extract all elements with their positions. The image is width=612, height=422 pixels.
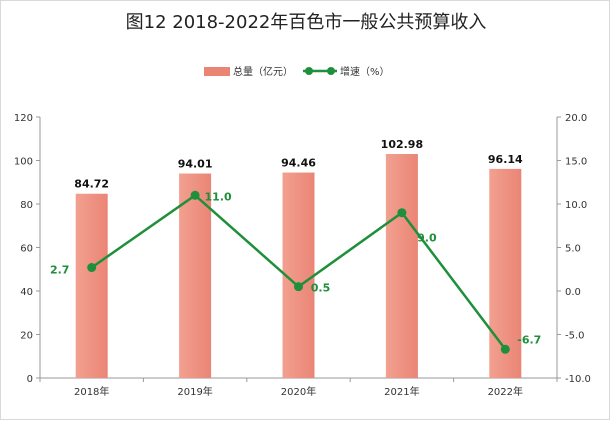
right-tick-label: 10.0 <box>565 200 587 211</box>
bar-value-label: 96.14 <box>488 153 523 166</box>
line-value-label: 2.7 <box>50 264 70 277</box>
x-category-label: 2021年 <box>384 385 419 398</box>
bar-value-label: 102.98 <box>381 138 423 151</box>
bar <box>385 154 418 378</box>
legend-line-marker <box>305 67 313 75</box>
line-point <box>190 190 200 200</box>
line-value-label: -6.7 <box>517 333 541 346</box>
bar-value-label: 84.72 <box>74 178 109 191</box>
line-value-label: 0.5 <box>311 282 331 295</box>
right-tick-label: 5.0 <box>565 244 581 255</box>
left-tick-label: 40 <box>20 287 33 298</box>
bar-series: 84.72 94.01 94.46 102.98 96.14 <box>74 138 523 378</box>
right-tick-label: 15.0 <box>565 157 587 168</box>
line-point <box>397 208 407 218</box>
legend-bar-label: 总量（亿元） <box>233 65 293 78</box>
bar-value-label: 94.01 <box>178 158 213 171</box>
line-value-label: 9.0 <box>417 232 437 245</box>
bar <box>179 173 212 378</box>
x-category-label: 2019年 <box>177 385 212 398</box>
bar <box>489 168 522 378</box>
left-tick-label: 60 <box>20 244 33 255</box>
left-tick-label: 100 <box>14 157 33 168</box>
left-tick-label: 0 <box>27 374 33 385</box>
chart-title: 图12 2018-2022年百色市一般公共预算收入 <box>125 12 487 33</box>
legend: 总量（亿元） 增速（%） <box>204 65 390 78</box>
left-tick-label: 80 <box>20 200 33 211</box>
line-point <box>87 263 97 273</box>
line-point <box>500 344 510 354</box>
x-category-label: 2020年 <box>281 385 316 398</box>
right-tick-label: 20.0 <box>565 113 587 124</box>
bar <box>282 172 315 378</box>
right-tick-label: -5.0 <box>565 331 585 342</box>
x-category-label: 2018年 <box>74 385 109 398</box>
legend-line-marker <box>327 67 335 75</box>
bar <box>75 193 108 378</box>
x-category-label: 2022年 <box>488 385 523 398</box>
axes: 0 20 40 60 80 100 120 -10.0 -5.0 0.0 5.0 10.0 15.0 20… <box>14 113 591 398</box>
left-tick-label: 20 <box>20 331 33 342</box>
legend-bar-swatch <box>204 67 230 76</box>
right-tick-label: -10.0 <box>565 374 591 385</box>
line-point <box>294 282 303 292</box>
line-series: 2.7 11.0 0.5 9.0 -6.7 <box>50 190 541 354</box>
left-tick-label: 120 <box>14 113 33 124</box>
right-tick-label: 0.0 <box>565 287 581 298</box>
bar-value-label: 94.46 <box>281 157 316 170</box>
legend-line-label: 增速（%） <box>340 65 390 78</box>
line-value-label: 11.0 <box>205 190 232 203</box>
